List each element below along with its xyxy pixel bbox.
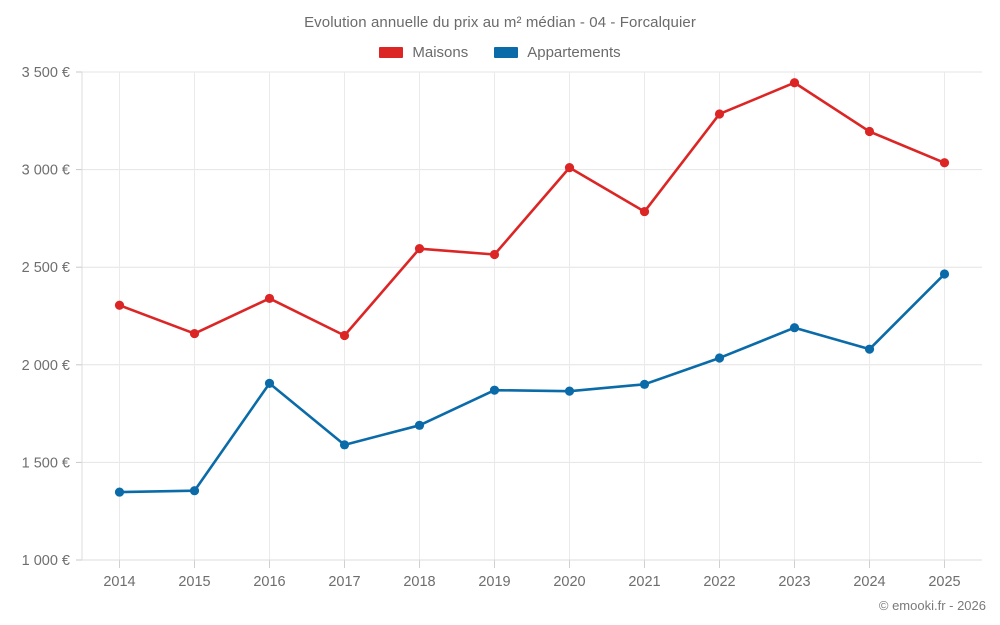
x-axis-tick-label: 2024 <box>853 574 885 590</box>
y-axis-tick-label: 2 500 € <box>22 260 70 276</box>
x-axis-tick-label: 2022 <box>703 574 735 590</box>
data-point-marker[interactable] <box>789 323 800 333</box>
data-point-marker[interactable] <box>864 344 875 354</box>
y-axis-tick-label: 1 000 € <box>22 553 70 569</box>
data-point-marker[interactable] <box>564 163 575 173</box>
data-point-marker[interactable] <box>264 378 275 388</box>
data-point-marker[interactable] <box>639 206 650 217</box>
data-point-marker[interactable] <box>264 293 275 304</box>
data-point-marker[interactable] <box>114 487 125 497</box>
credit-text: © emooki.fr - 2026 <box>878 598 986 613</box>
legend-label-maisons: Maisons <box>412 44 469 61</box>
data-point-marker[interactable] <box>489 249 500 260</box>
legend-swatch-appartements <box>494 47 519 58</box>
series-line <box>118 81 946 337</box>
legend-swatch-maisons <box>379 47 404 58</box>
y-axis-tick-label: 3 500 € <box>22 65 70 81</box>
data-point-marker[interactable] <box>189 486 200 496</box>
x-axis-tick-label: 2015 <box>178 574 210 590</box>
data-point-marker[interactable] <box>414 420 425 430</box>
data-point-marker[interactable] <box>714 109 725 119</box>
legend-item-maisons[interactable]: Maisons <box>379 44 468 61</box>
chart-legend: Maisons Appartements <box>0 44 1000 61</box>
data-point-marker[interactable] <box>339 330 350 341</box>
x-axis-tick-label: 2021 <box>628 574 660 590</box>
data-point-marker[interactable] <box>939 158 950 168</box>
series-line <box>118 272 946 494</box>
x-axis-tick-label: 2017 <box>328 574 360 590</box>
x-axis-tick-label: 2019 <box>478 574 510 590</box>
data-point-marker[interactable] <box>414 244 425 254</box>
data-point-marker[interactable] <box>564 386 575 396</box>
y-axis-tick-label: 2 000 € <box>22 358 70 374</box>
data-point-marker[interactable] <box>114 300 125 310</box>
data-point-marker[interactable] <box>789 78 800 88</box>
legend-item-appartements[interactable]: Appartements <box>494 44 621 61</box>
data-point-marker[interactable] <box>939 269 950 279</box>
data-point-marker[interactable] <box>489 385 500 395</box>
data-point-marker[interactable] <box>714 353 725 363</box>
chart-title: Evolution annuelle du prix au m² médian … <box>304 14 696 31</box>
data-point-marker[interactable] <box>189 328 200 339</box>
x-axis-tick-label: 2025 <box>928 574 960 590</box>
x-axis-tick-label: 2023 <box>778 574 810 590</box>
x-axis-tick-label: 2020 <box>553 574 585 590</box>
legend-label-appartements: Appartements <box>527 44 621 61</box>
y-axis-tick-label: 1 500 € <box>22 455 70 471</box>
y-axis-tick-label: 3 000 € <box>22 163 70 179</box>
data-point-marker[interactable] <box>639 379 650 389</box>
data-point-marker[interactable] <box>339 440 350 450</box>
x-axis-tick-label: 2014 <box>103 574 135 590</box>
x-axis-tick-label: 2016 <box>253 574 285 590</box>
x-axis-tick-label: 2018 <box>403 574 435 590</box>
data-point-marker[interactable] <box>864 126 875 137</box>
